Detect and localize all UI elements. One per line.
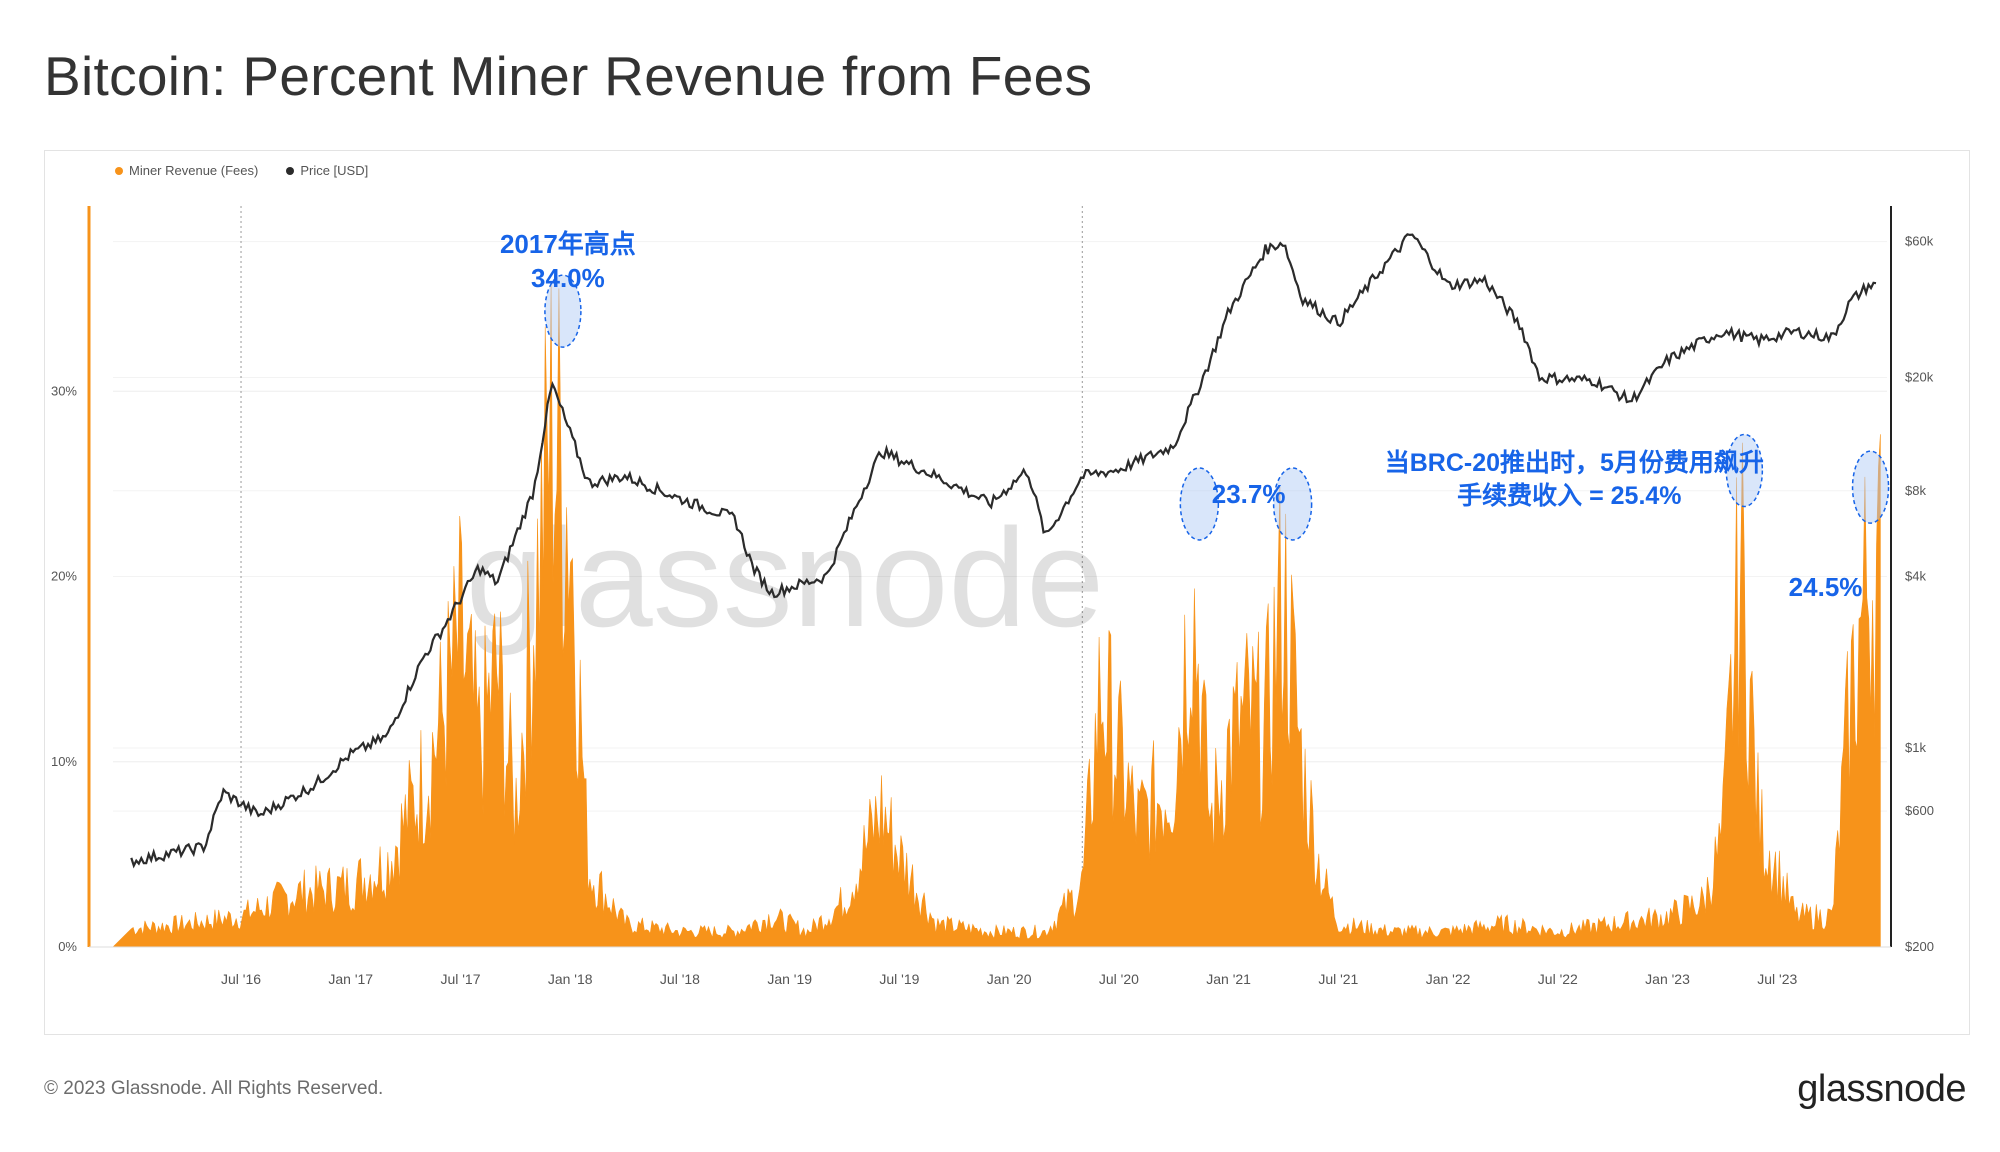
left-axis-ticks: 0% 10% 20% 30% [51, 383, 77, 954]
right-tick-label: $600 [1905, 803, 1934, 818]
annotation-label: 34.0% [531, 263, 605, 293]
page-title: Bitcoin: Percent Miner Revenue from Fees [44, 45, 1093, 107]
x-tick-label: Jul '16 [221, 971, 261, 987]
annotation-ellipse [1272, 467, 1313, 541]
right-tick-label: $60k [1905, 234, 1934, 249]
x-tick-label: Jan '23 [1645, 971, 1690, 987]
right-tick-label: $20k [1905, 369, 1934, 384]
legend-dot-fees [115, 166, 123, 175]
x-tick-label: Jul '19 [879, 971, 919, 987]
x-tick-label: Jan '18 [548, 971, 593, 987]
x-tick-label: Jan '17 [328, 971, 373, 987]
x-tick-label: Jan '22 [1426, 971, 1471, 987]
legend-dot-price [286, 166, 295, 175]
legend-item-price[interactable]: Price [USD] [286, 163, 368, 178]
annotation-label: 当BRC-20推出时，5月份费用飙升 [1385, 449, 1764, 477]
x-tick-label: Jul '18 [660, 971, 700, 987]
right-tick-label: $200 [1905, 939, 1934, 954]
right-axis-ticks: $200 $600 $1k $4k $8k $20k $60k [1905, 234, 1934, 954]
left-tick-label: 10% [51, 754, 77, 769]
left-tick-label: 30% [51, 383, 77, 398]
legend-label-price: Price [USD] [300, 163, 369, 178]
x-tick-label: Jan '19 [767, 971, 812, 987]
annotation-label: 手续费收入 = 25.4% [1457, 481, 1681, 510]
glassnode-logo: glassnode [1797, 1068, 1966, 1110]
x-axis-ticks: Jul '16 Jan '17 Jul '17 Jan '18 Jul '18 Jan '… [221, 971, 1797, 987]
price-line-group [130, 233, 1877, 869]
legend-label-fees: Miner Revenue (Fees) [129, 163, 259, 178]
chart-panel: Miner Revenue (Fees) Price [USD] glassno… [44, 150, 1970, 1035]
price-line [130, 233, 1877, 869]
axes [87, 206, 1892, 948]
fees-area [112, 282, 1881, 948]
x-tick-label: Jul '22 [1538, 971, 1578, 987]
annotation-ellipse [1851, 450, 1890, 524]
right-tick-label: $8k [1905, 483, 1926, 498]
annotation-ellipse [544, 274, 582, 348]
fees-area-group [112, 282, 1881, 948]
copyright-text: © 2023 Glassnode. All Rights Reserved. [44, 1078, 384, 1099]
x-tick-label: Jan '21 [1206, 971, 1251, 987]
x-tick-label: Jul '21 [1318, 971, 1358, 987]
left-tick-label: 0% [58, 939, 77, 954]
annotation-ellipse [1179, 467, 1220, 541]
x-tick-label: Jan '20 [987, 971, 1032, 987]
right-tick-label: $4k [1905, 569, 1926, 584]
chart-legend: Miner Revenue (Fees) Price [USD] [115, 163, 368, 178]
x-tick-label: Jul '23 [1757, 971, 1797, 987]
x-tick-label: Jul '17 [440, 971, 480, 987]
annotation-label: 24.5% [1789, 572, 1863, 602]
annotations: 2017年高点 34.0% 23.7% 当BRC-20推出时，5月份费用飙升手续费收入… [500, 229, 1890, 602]
annotation-ellipse [1725, 433, 1764, 508]
annotation-label: 23.7% [1212, 479, 1286, 509]
chart-svg: glassnode 0%10%20%30% $200$600$1k$4k$8k$… [51, 206, 1934, 987]
right-tick-label: $1k [1905, 740, 1926, 755]
annotation-label: 2017年高点 [500, 229, 636, 259]
x-tick-label: Jul '20 [1099, 971, 1139, 987]
left-tick-label: 20% [51, 569, 77, 584]
legend-item-fees[interactable]: Miner Revenue (Fees) [115, 163, 258, 178]
